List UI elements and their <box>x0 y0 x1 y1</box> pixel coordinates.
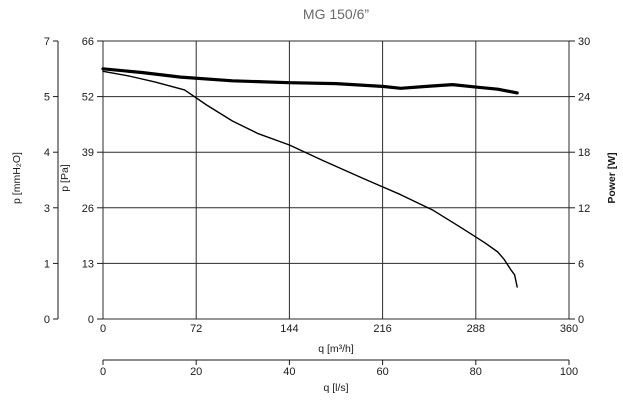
y-tick-label-power: 0 <box>578 314 584 326</box>
grid-lines <box>102 40 570 320</box>
x-tick-label-m3h: 288 <box>467 323 485 335</box>
y-tick-label-power: 12 <box>578 203 590 215</box>
tick-labels: 0 72 144 216 288 3600132639526606121824300134… <box>44 36 590 378</box>
y-tick-label-mmh2o: 3 <box>44 203 50 215</box>
y-tick-label-pa: 52 <box>82 92 94 104</box>
x-axis-title-m3h: q [m³/h] <box>318 343 354 355</box>
y-tick-label-mmh2o: 5 <box>44 92 50 104</box>
x-tick-label-m3h: 144 <box>280 323 298 335</box>
y-tick-label-pa: 13 <box>82 258 94 270</box>
y-tick-label-power: 6 <box>578 258 584 270</box>
axes <box>53 40 575 365</box>
y-tick-label-pa: 26 <box>82 203 94 215</box>
power-curve <box>101 67 519 95</box>
y-axis-title-mmh2o: p [mmH₂O] <box>11 152 23 204</box>
y-tick-label-pa: 66 <box>82 36 94 48</box>
x-tick-label-ls: 60 <box>376 366 388 378</box>
x-tick-label-m3h: 360 <box>560 323 578 335</box>
x-tick-label-ls: 40 <box>283 366 295 378</box>
y-axis-title-power: Power [W] <box>606 152 618 203</box>
y-tick-label-mmh2o: 7 <box>44 36 50 48</box>
x-tick-label-ls: 80 <box>470 366 482 378</box>
y-tick-label-power: 18 <box>578 147 590 159</box>
pressure-curve <box>102 70 518 288</box>
x-tick-label-m3h: 72 <box>190 323 202 335</box>
y-tick-label-pa: 0 <box>88 314 94 326</box>
x-tick-label-m3h: 0 <box>100 323 106 335</box>
data-series <box>101 67 519 288</box>
chart-title: MG 150/6” <box>303 6 369 22</box>
y-tick-label-mmh2o: 1 <box>44 258 50 270</box>
y-tick-label-mmh2o: 0 <box>44 314 50 326</box>
y-tick-label-pa: 39 <box>82 147 94 159</box>
y-tick-label-power: 30 <box>578 36 590 48</box>
y-axis-title-pa: p [Pa] <box>59 164 71 192</box>
x-tick-label-ls: 0 <box>100 366 106 378</box>
y-tick-label-mmh2o: 4 <box>44 147 50 159</box>
x-tick-label-m3h: 216 <box>373 323 391 335</box>
y-tick-label-power: 24 <box>578 92 590 104</box>
x-tick-label-ls: 100 <box>560 366 578 378</box>
x-tick-label-ls: 20 <box>190 366 202 378</box>
x-axis-title-ls: q [l/s] <box>323 382 348 394</box>
